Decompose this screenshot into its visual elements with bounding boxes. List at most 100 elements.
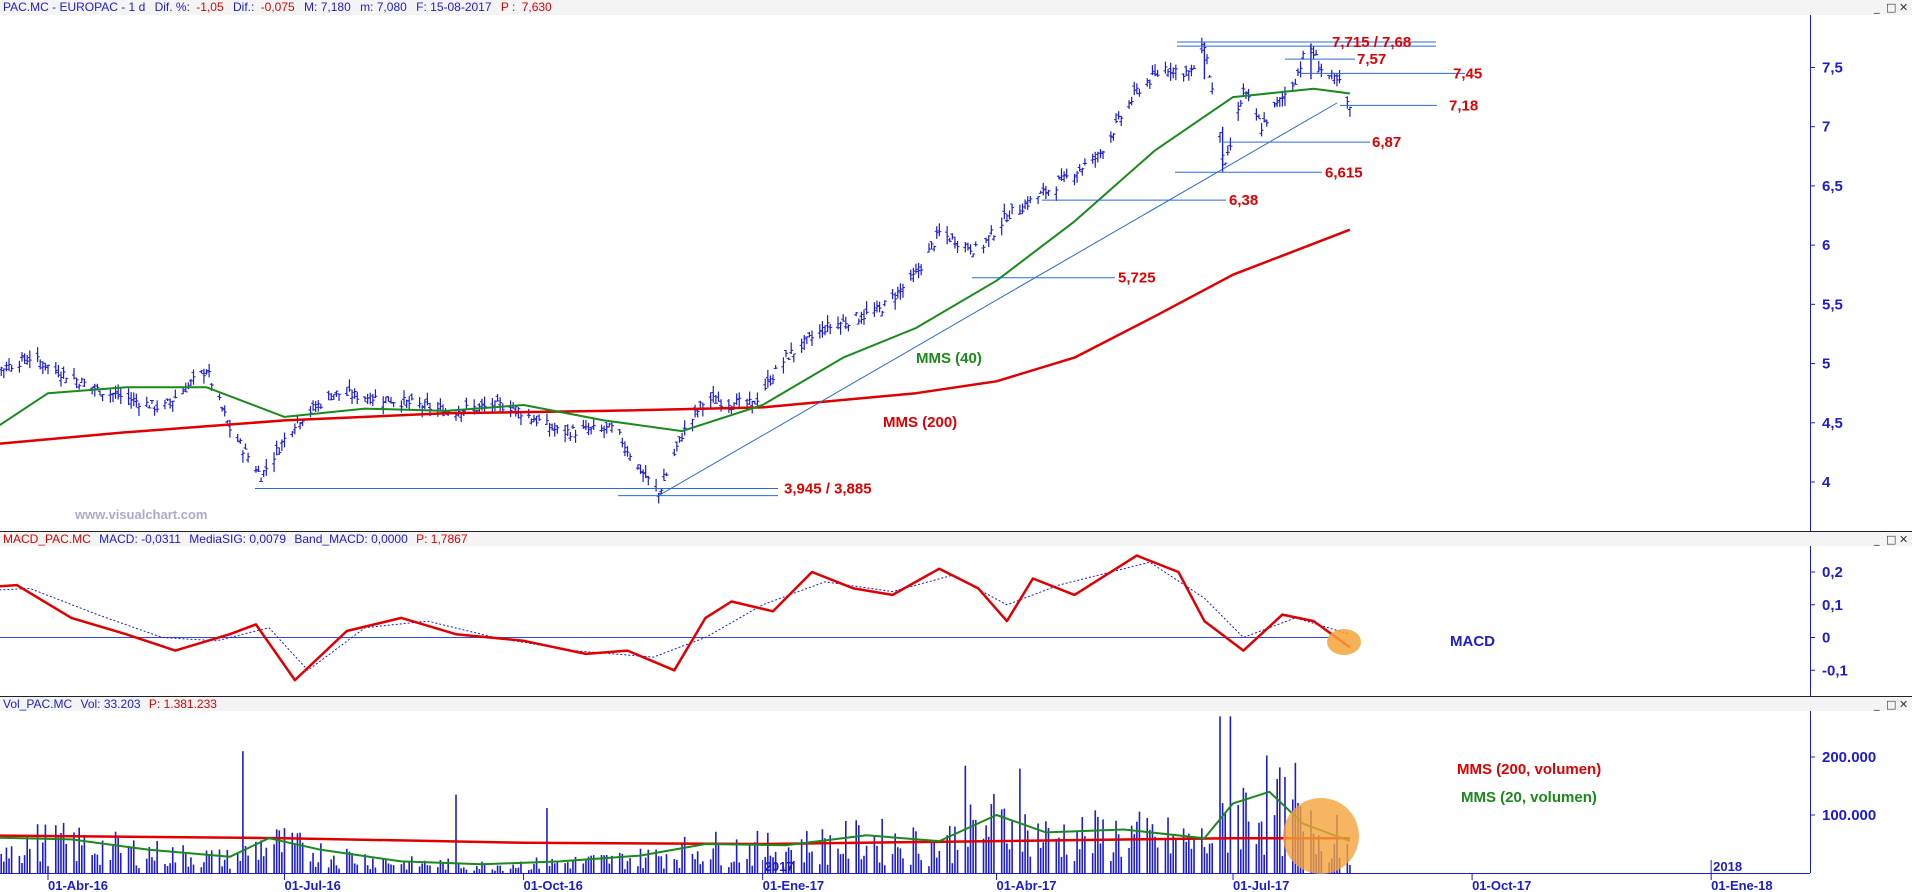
price-bar xyxy=(1259,123,1264,137)
price-bar xyxy=(1090,153,1095,164)
price-bar xyxy=(77,383,82,390)
price-axis-label: 6,5 xyxy=(1822,178,1843,195)
price-bar xyxy=(734,393,739,405)
price-bar xyxy=(110,392,115,403)
price-bar xyxy=(363,396,368,402)
volume-title-bar xyxy=(0,697,1912,711)
price-bar xyxy=(508,400,513,418)
price-bar xyxy=(890,289,895,299)
restore-button[interactable]: □ xyxy=(1886,1,1896,14)
price-bar xyxy=(1004,213,1009,223)
price-bar xyxy=(802,334,807,351)
price-bar xyxy=(238,438,243,444)
price-bar xyxy=(919,264,924,276)
volume-close-button[interactable]: ✕ xyxy=(1899,698,1908,711)
price-bar xyxy=(129,392,134,409)
price-bar xyxy=(373,389,378,399)
price-bar xyxy=(144,396,149,408)
price-bar xyxy=(43,362,48,371)
price-bar xyxy=(591,418,596,430)
price-bar xyxy=(672,448,677,457)
price-bar xyxy=(1282,86,1287,106)
price-bar xyxy=(474,410,479,412)
price-bar xyxy=(726,399,731,413)
price-bar xyxy=(817,324,822,339)
price-bar xyxy=(1134,83,1139,95)
price-bar xyxy=(708,392,713,408)
price-bar xyxy=(1192,65,1197,70)
price-bar xyxy=(1347,106,1352,117)
price-bar xyxy=(1114,113,1119,124)
price-axis-label: 4 xyxy=(1822,474,1831,491)
price-bar xyxy=(347,379,352,392)
level-6-38: 6,38 xyxy=(1042,192,1258,209)
price-bar xyxy=(620,437,625,448)
price-bar xyxy=(71,368,76,380)
price-bar xyxy=(1228,137,1233,151)
price-bar xyxy=(147,405,152,409)
volume-minimize-button[interactable]: _ xyxy=(1873,698,1880,711)
price-bar xyxy=(1002,203,1007,220)
price-bar xyxy=(854,311,859,317)
price-bar xyxy=(1205,54,1210,65)
price-bar xyxy=(1150,65,1155,76)
price-bar xyxy=(152,406,157,416)
price-bar xyxy=(282,432,287,448)
minimize-button[interactable]: _ xyxy=(1873,1,1880,14)
price-bar xyxy=(908,269,913,281)
macd-header-band: Band_MACD: 0,0000 xyxy=(294,532,408,546)
price-bar xyxy=(227,419,232,438)
price-bar xyxy=(240,450,245,463)
price-bar xyxy=(945,226,950,245)
macd-minimize-button[interactable]: _ xyxy=(1873,533,1880,546)
price-bar xyxy=(913,263,918,274)
close-button[interactable]: ✕ xyxy=(1899,1,1908,14)
price-bar xyxy=(1082,158,1087,166)
price-bar xyxy=(1290,81,1295,91)
price-bar xyxy=(56,364,61,378)
level-label: 6,87 xyxy=(1372,134,1401,151)
price-bar xyxy=(256,465,261,472)
price-bar xyxy=(1171,67,1176,79)
price-bar xyxy=(859,311,864,324)
macd-axis-label: 0,1 xyxy=(1822,597,1843,614)
price-bar xyxy=(674,441,679,452)
price-bar xyxy=(768,375,773,386)
price-bar xyxy=(61,366,66,379)
price-bar xyxy=(563,424,568,443)
price-bar xyxy=(893,292,898,310)
price-axis-label: 7 xyxy=(1822,119,1830,136)
price-bar xyxy=(1256,114,1261,120)
price-bar xyxy=(1017,204,1022,215)
price-bar xyxy=(882,300,887,307)
price-bar xyxy=(38,359,43,370)
price-bar xyxy=(664,472,669,477)
volume-header-p: P: 1.381.233 xyxy=(149,697,217,711)
price-bar xyxy=(823,325,828,336)
price-bar xyxy=(565,424,570,437)
price-bar xyxy=(1337,70,1342,84)
price-bar xyxy=(417,397,422,409)
price-bar xyxy=(1041,182,1046,196)
price-bar xyxy=(464,397,469,410)
price-bar xyxy=(1147,79,1152,89)
volume-restore-button[interactable]: □ xyxy=(1886,698,1896,711)
price-bar xyxy=(799,338,804,353)
level-7-18: 7,18 xyxy=(1340,97,1478,114)
price-bar xyxy=(929,241,934,250)
price-bar xyxy=(1145,78,1150,87)
level-7-57: 7,57 xyxy=(1285,51,1386,68)
price-bar xyxy=(298,422,303,430)
macd-window-controls: _ □ ✕ xyxy=(1873,533,1908,546)
x-axis-label: 01-Abr-17 xyxy=(997,878,1057,892)
macd-close-button[interactable]: ✕ xyxy=(1899,533,1908,546)
price-bar xyxy=(1129,96,1134,106)
price-bar xyxy=(1298,61,1303,78)
price-bar xyxy=(391,402,396,408)
price-bar xyxy=(1207,74,1212,78)
price-bar xyxy=(989,225,994,235)
level-label: 7,45 xyxy=(1453,65,1482,82)
price-bar xyxy=(352,388,357,399)
macd-restore-button[interactable]: □ xyxy=(1886,533,1896,546)
price-bar xyxy=(79,377,84,384)
